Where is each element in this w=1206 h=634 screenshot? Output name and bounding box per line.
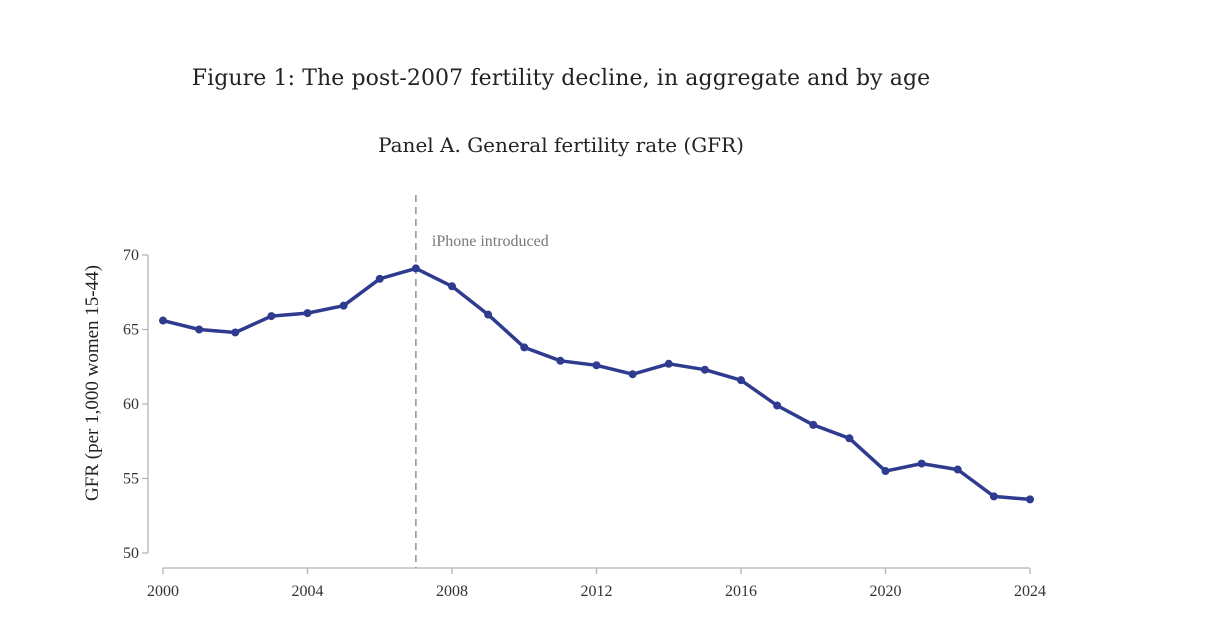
data-point [448, 282, 456, 291]
data-point [339, 301, 348, 310]
series-layer [159, 264, 1034, 504]
y-tick-label: 70 [123, 247, 139, 264]
y-tick-label: 50 [123, 545, 139, 562]
data-point [159, 316, 167, 325]
x-tick-label: 2024 [1014, 583, 1046, 600]
data-point [881, 467, 890, 476]
data-point [700, 365, 709, 374]
panel-title: Panel A. General fertility rate (GFR) [378, 133, 744, 157]
y-tick-label: 60 [123, 396, 139, 413]
data-point [375, 274, 384, 283]
x-tick-label: 2004 [292, 583, 324, 600]
data-point [484, 310, 493, 319]
y-tick-label: 65 [123, 322, 139, 339]
data-point [592, 361, 601, 370]
data-point [917, 459, 926, 468]
data-point [737, 376, 745, 385]
gfr-series-line [161, 266, 1032, 502]
data-point [520, 343, 529, 352]
data-point [628, 370, 637, 379]
data-point [267, 312, 276, 321]
x-tick-label: 2008 [436, 583, 468, 600]
x-axis: 2000 2004 2008 2012 2016 2020 2024 [147, 567, 1046, 600]
data-point [809, 420, 818, 429]
data-point [411, 264, 420, 273]
x-tick-label: 2012 [581, 583, 613, 600]
y-axis-title: GFR (per 1,000 women 15-44) [82, 265, 103, 501]
annotation-label: iPhone introduced [432, 233, 549, 250]
data-point [845, 434, 854, 443]
x-tick-label: 2000 [147, 583, 179, 600]
y-tick-label: 55 [123, 471, 139, 488]
annotations: iPhone introduced [415, 195, 549, 568]
data-point [773, 401, 782, 410]
data-point [989, 492, 998, 501]
figure-title: Figure 1: The post-2007 fertility declin… [191, 66, 931, 91]
data-point [556, 356, 565, 365]
y-axis: 50 55 60 65 70 [123, 247, 149, 562]
data-point [953, 465, 962, 474]
x-tick-label: 2020 [870, 583, 902, 600]
x-tick-label: 2016 [725, 583, 757, 600]
data-point [664, 359, 673, 368]
data-point [303, 309, 312, 318]
data-point [1026, 495, 1034, 504]
data-point [195, 325, 204, 334]
data-point [231, 328, 240, 337]
